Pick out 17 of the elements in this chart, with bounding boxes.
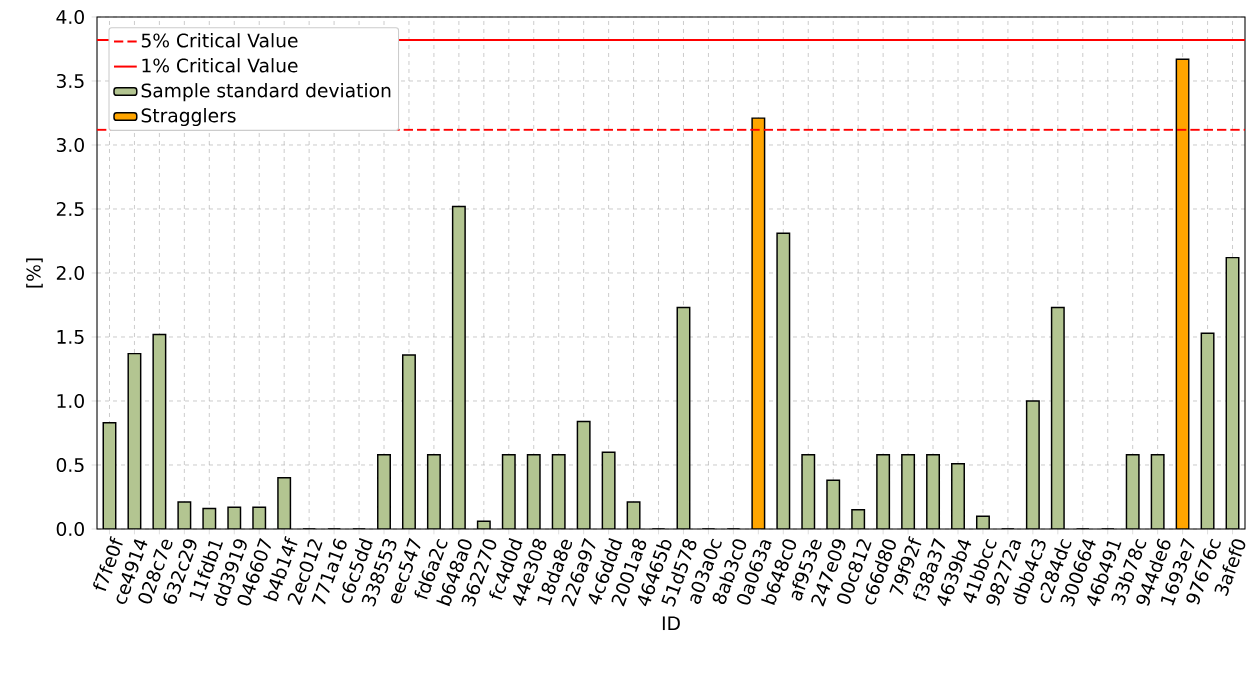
y-tick-label: 2.5 bbox=[56, 201, 84, 217]
y-tick-label: 3.5 bbox=[56, 73, 84, 89]
y-axis-title: [%] bbox=[26, 258, 43, 288]
legend-label: Sample standard deviation bbox=[141, 83, 391, 102]
y-tick-label: 0.5 bbox=[56, 457, 84, 473]
x-axis-title: ID bbox=[662, 616, 680, 631]
y-tick-label: 1.5 bbox=[57, 330, 84, 344]
legend-label: Stragglers bbox=[141, 108, 236, 127]
y-tick-label: 3.0 bbox=[56, 137, 84, 153]
y-tick-label: 1.0 bbox=[57, 393, 84, 409]
bar bbox=[377, 454, 391, 529]
bar bbox=[951, 462, 965, 529]
legend-label: 5% Critical Value bbox=[141, 33, 298, 48]
y-tick-label: 4.0 bbox=[56, 9, 84, 25]
legend-label: 1% Critical Value bbox=[142, 58, 298, 73]
y-tick-label: 2.0 bbox=[56, 265, 84, 281]
y-tick-label: 0.0 bbox=[56, 521, 84, 537]
